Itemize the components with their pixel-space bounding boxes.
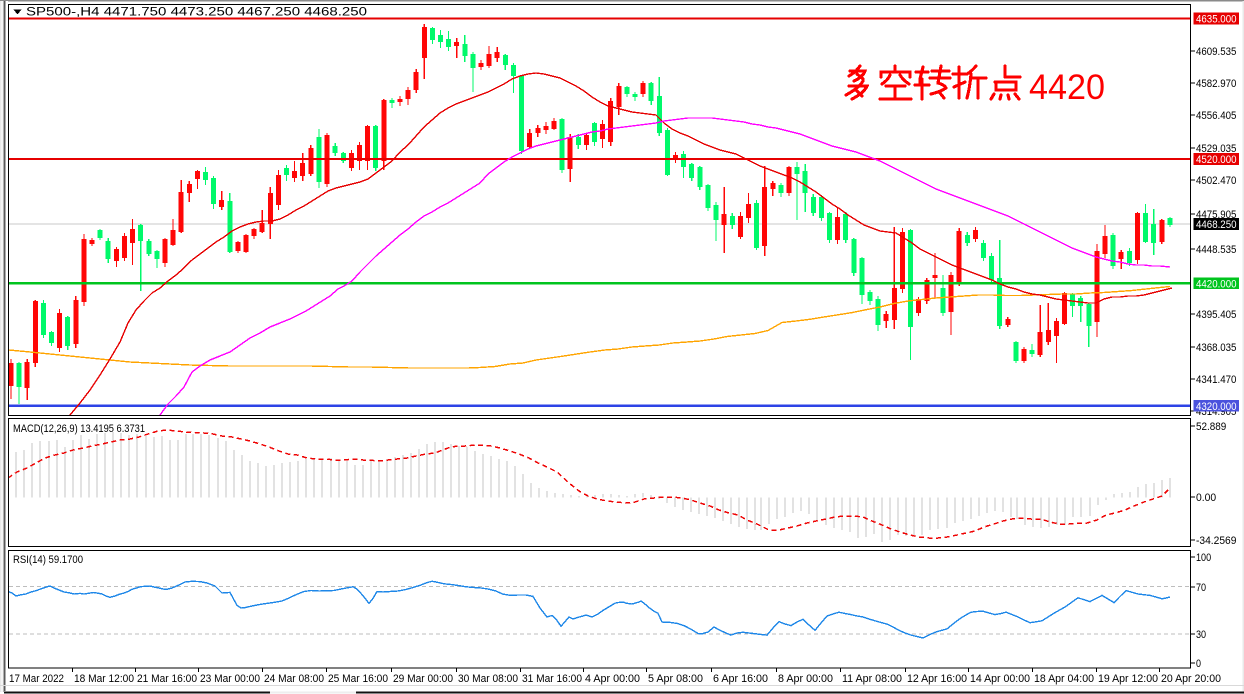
svg-text:4502.470: 4502.470 <box>1196 175 1236 187</box>
svg-text:21 Mar 16:00: 21 Mar 16:00 <box>137 673 197 685</box>
svg-text:4635.000: 4635.000 <box>1196 14 1237 26</box>
svg-text:14 Apr 00:00: 14 Apr 00:00 <box>970 673 1030 685</box>
svg-text:6 Apr 16:00: 6 Apr 16:00 <box>713 673 768 685</box>
svg-text:12 Apr 16:00: 12 Apr 16:00 <box>907 673 967 685</box>
svg-text:23 Mar 00:00: 23 Mar 00:00 <box>200 673 260 685</box>
svg-text:MACD(12,26,9) 13.4195 6.3731: MACD(12,26,9) 13.4195 6.3731 <box>13 423 145 435</box>
svg-text:SP500-,H4 4471.750 4473.250 4: SP500-,H4 4471.750 4473.250 4467.250 446… <box>26 5 367 19</box>
svg-text:31 Mar 16:00: 31 Mar 16:00 <box>522 673 582 685</box>
svg-text:4420.000: 4420.000 <box>1196 279 1237 291</box>
svg-text:4 Apr 00:00: 4 Apr 00:00 <box>585 673 640 685</box>
svg-text:4448.535: 4448.535 <box>1196 244 1236 256</box>
svg-text:4475.905: 4475.905 <box>1196 209 1236 221</box>
svg-text:0: 0 <box>1196 658 1201 670</box>
svg-text:5 Apr 08:00: 5 Apr 08:00 <box>648 673 703 685</box>
svg-text:18 Mar 12:00: 18 Mar 12:00 <box>74 673 134 685</box>
svg-text:52.889: 52.889 <box>1196 421 1226 433</box>
svg-text:4368.035: 4368.035 <box>1196 342 1236 354</box>
svg-text:4468.250: 4468.250 <box>1196 219 1237 231</box>
svg-text:70: 70 <box>1196 582 1206 594</box>
svg-text:25 Mar 16:00: 25 Mar 16:00 <box>328 673 388 685</box>
svg-text:0.00: 0.00 <box>1196 492 1216 504</box>
svg-text:100: 100 <box>1196 552 1211 564</box>
svg-text:4609.535: 4609.535 <box>1196 46 1236 58</box>
svg-text:4520.000: 4520.000 <box>1196 154 1237 166</box>
svg-text:4395.405: 4395.405 <box>1196 309 1236 321</box>
svg-text:4556.405: 4556.405 <box>1196 110 1236 122</box>
svg-text:30: 30 <box>1196 629 1206 641</box>
svg-text:19 Apr 12:00: 19 Apr 12:00 <box>1098 673 1158 685</box>
svg-text:17 Mar 2022: 17 Mar 2022 <box>9 673 64 685</box>
svg-text:24 Mar 08:00: 24 Mar 08:00 <box>264 673 324 685</box>
svg-text:4420: 4420 <box>1029 68 1105 107</box>
svg-text:8 Apr 00:00: 8 Apr 00:00 <box>778 673 833 685</box>
svg-text:11 Apr 08:00: 11 Apr 08:00 <box>842 673 902 685</box>
svg-text:18 Apr 04:00: 18 Apr 04:00 <box>1034 673 1094 685</box>
svg-text:4341.470: 4341.470 <box>1196 374 1236 386</box>
svg-text:4582.970: 4582.970 <box>1196 78 1236 90</box>
svg-text:4320.000: 4320.000 <box>1196 401 1237 413</box>
svg-text:-34.2569: -34.2569 <box>1196 535 1236 547</box>
svg-text:29 Mar 00:00: 29 Mar 00:00 <box>393 673 453 685</box>
svg-text:4529.035: 4529.035 <box>1196 143 1236 155</box>
svg-text:20 Apr 20:00: 20 Apr 20:00 <box>1161 673 1221 685</box>
svg-text:30 Mar 08:00: 30 Mar 08:00 <box>458 673 518 685</box>
svg-text:RSI(14) 59.1700: RSI(14) 59.1700 <box>13 554 83 566</box>
